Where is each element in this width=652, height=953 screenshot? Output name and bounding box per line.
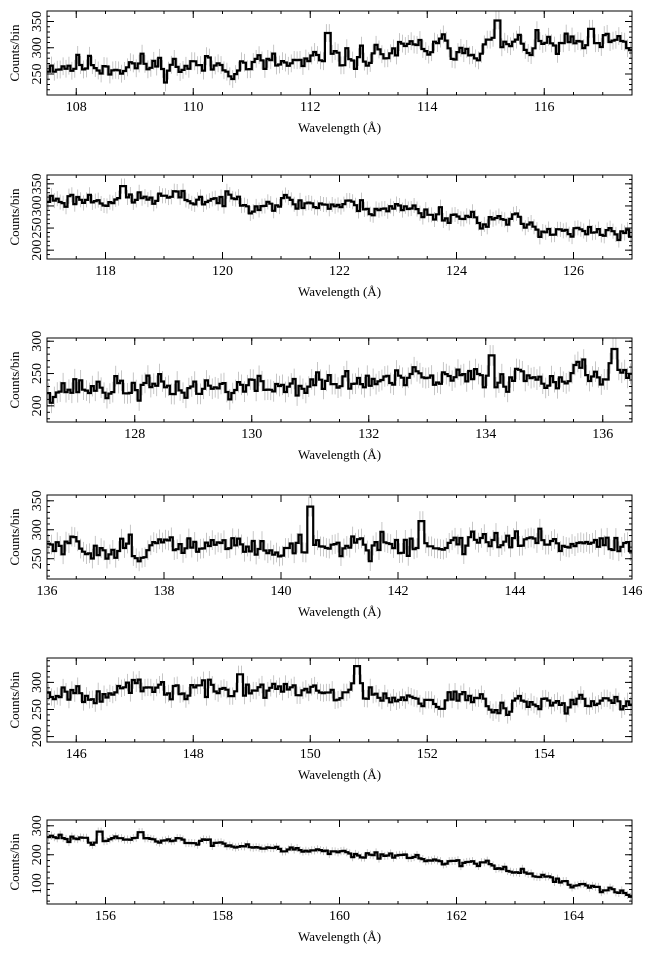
x-axis-label: Wavelength (Å) [298,447,381,462]
spectrum-data [47,338,632,414]
x-tick-label: 164 [563,909,584,924]
y-axis-label: Counts/bin [7,351,22,409]
plot-frame [46,337,633,423]
y-tick-label: 200 [30,395,45,416]
spectrum-data [47,658,632,724]
spectrum-data [47,178,632,248]
plot-frame [46,174,633,260]
panel-1: 108 110 112 114 116 250 300 350 Wavelength (Å) Co… [7,10,633,135]
x-tick-label: 162 [446,909,467,924]
x-axis-label: Wavelength (Å) [298,284,381,299]
x-axis-label: Wavelength (Å) [298,767,381,782]
x-tick-label: 116 [534,100,554,115]
x-tick-label: 150 [300,747,321,762]
x-tick-label: 112 [300,100,320,115]
x-tick-label: 160 [329,909,350,924]
x-tick-label: 128 [124,427,145,442]
y-tick-label: 250 [30,363,45,384]
y-tick-label: 300 [30,672,45,693]
x-tick-label: 136 [592,427,613,442]
x-tick-label: 158 [212,909,233,924]
x-tick-label: 134 [475,427,496,442]
y-tick-label: 200 [30,240,45,261]
y-tick-label: 300 [30,37,45,58]
panel-4: 136 138 140 142 144 146 250 300 350 Wavelength (Å… [7,490,643,619]
y-tick-label: 300 [30,815,45,836]
y-axis-label: Counts/bin [7,508,22,566]
x-tick-label: 140 [271,584,292,599]
x-tick-label: 110 [183,100,203,115]
x-axis-label: Wavelength (Å) [298,604,381,619]
panel-6: 156 158 160 162 164 100 200 300 Wavelength (Å) Co… [7,815,633,944]
x-tick-label: 130 [241,427,262,442]
y-tick-label: 200 [30,844,45,865]
x-tick-label: 146 [66,747,87,762]
spectrum-data [47,11,632,92]
y-tick-label: 250 [30,699,45,720]
spectrum-data [47,827,632,901]
spectrum-step-line [47,19,632,84]
y-tick-label: 250 [30,64,45,85]
y-tick-label: 350 [30,490,45,511]
spectrum-step-line [47,830,632,898]
plot-frame [46,494,633,580]
spectrum-step-line [47,347,632,404]
y-tick-label: 250 [30,548,45,569]
x-tick-label: 154 [534,747,555,762]
y-axis-label: Counts/bin [7,833,22,891]
x-tick-label: 142 [388,584,409,599]
spectrum-data [47,496,632,572]
y-tick-label: 100 [30,873,45,894]
x-tick-label: 114 [417,100,437,115]
x-tick-label: 120 [212,264,233,279]
x-tick-label: 136 [37,584,58,599]
x-tick-label: 152 [417,747,438,762]
y-tick-label: 300 [30,195,45,216]
x-tick-label: 118 [95,264,115,279]
x-tick-label: 126 [563,264,584,279]
spectrum-step-line [47,505,632,563]
panel-3: 128 130 132 134 136 200 250 300 Wavelength (Å) Co… [7,331,633,462]
x-tick-label: 156 [95,909,116,924]
spectrum-step-line [47,185,632,242]
y-tick-label: 350 [30,173,45,194]
plot-frame [46,819,633,905]
x-tick-label: 122 [329,264,350,279]
y-tick-label: 250 [30,218,45,239]
panel-5: 146 148 150 152 154 200 250 300 Wavelength (Å) Co… [7,657,633,782]
y-tick-label: 350 [30,11,45,32]
x-tick-label: 132 [358,427,379,442]
x-tick-label: 138 [154,584,175,599]
x-tick-label: 108 [66,100,87,115]
y-tick-label: 300 [30,331,45,352]
x-axis-label: Wavelength (Å) [298,120,381,135]
x-tick-label: 124 [446,264,467,279]
x-axis-label: Wavelength (Å) [298,929,381,944]
spectrum-step-line [47,665,632,716]
y-axis-label: Counts/bin [7,671,22,729]
y-tick-label: 200 [30,726,45,747]
y-axis-label: Counts/bin [7,24,22,82]
x-tick-label: 146 [622,584,643,599]
x-tick-label: 148 [183,747,204,762]
y-axis-label: Counts/bin [7,188,22,246]
y-tick-label: 300 [30,519,45,540]
x-tick-label: 144 [505,584,526,599]
